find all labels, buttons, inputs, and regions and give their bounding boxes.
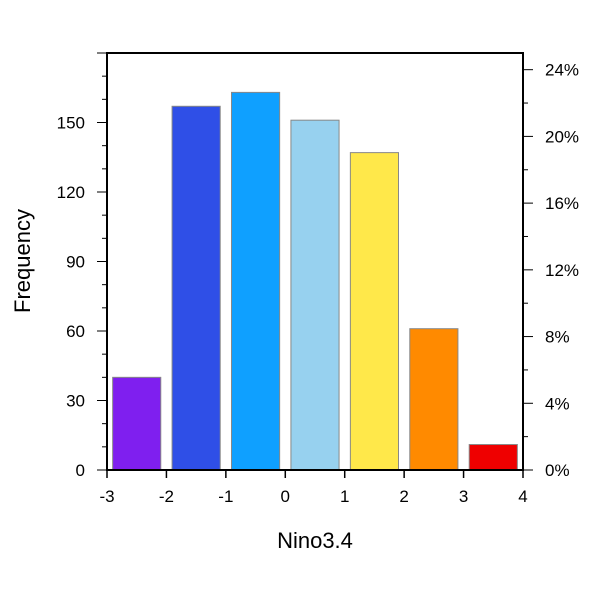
y-tick-label: 90	[66, 253, 85, 272]
x-tick-label: -3	[99, 487, 114, 506]
x-axis-label: Nino3.4	[277, 528, 353, 553]
bar	[290, 119, 340, 471]
y-tick-label: 0	[76, 461, 85, 480]
y2-tick-label: 0%	[545, 461, 570, 480]
x-tick-label: 2	[399, 487, 408, 506]
y-tick-label: 120	[57, 183, 85, 202]
y-axis-label: Frequency	[10, 209, 35, 313]
y-tick-label: 60	[66, 322, 85, 341]
bar	[231, 91, 281, 471]
y-tick-label: 150	[57, 114, 85, 133]
bar	[349, 152, 399, 471]
y2-tick-label: 16%	[545, 194, 579, 213]
x-tick-label: -2	[159, 487, 174, 506]
x-tick-label: -1	[218, 487, 233, 506]
y-tick-label: 30	[66, 392, 85, 411]
bar	[409, 328, 459, 471]
bar	[112, 376, 162, 471]
y2-tick-label: 12%	[545, 261, 579, 280]
y2-tick-label: 8%	[545, 328, 570, 347]
y2-tick-label: 24%	[545, 61, 579, 80]
x-tick-label: 0	[281, 487, 290, 506]
bar	[468, 444, 518, 471]
x-tick-label: 1	[340, 487, 349, 506]
x-tick-label: 4	[518, 487, 527, 506]
bar	[171, 105, 221, 471]
y2-tick-label: 20%	[545, 127, 579, 146]
x-tick-label: 3	[459, 487, 468, 506]
y2-tick-label: 4%	[545, 394, 570, 413]
